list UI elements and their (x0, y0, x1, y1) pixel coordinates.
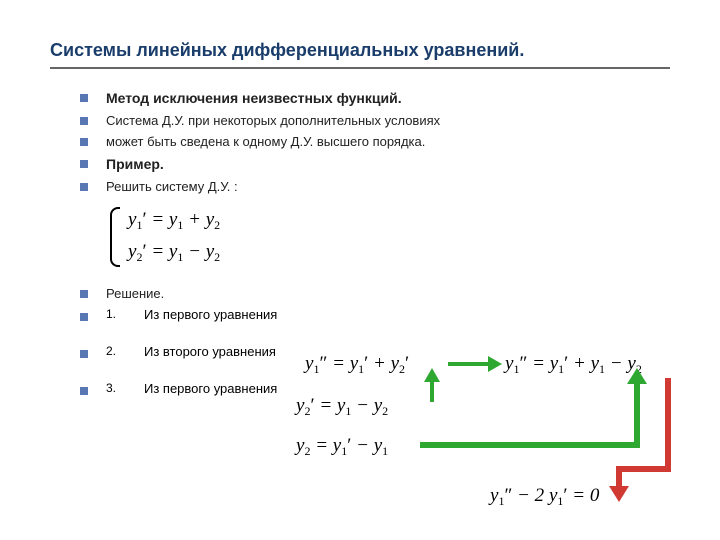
equation: y2 = y1′ − y1 (296, 435, 388, 459)
equation: y1″ = y1′ + y1 − y2 (505, 353, 642, 377)
bullet-icon (80, 94, 88, 102)
bullet-icon (80, 350, 88, 358)
step-number: 2. (106, 344, 124, 358)
arrow-icon (616, 466, 671, 472)
bullet-icon (80, 183, 88, 191)
equation: y1″ = y1′ + y2′ (305, 353, 409, 377)
bullet-item: 3. Из первого уравнения (80, 381, 670, 396)
bullet-item: 1. Из первого уравнения (80, 307, 670, 322)
bullet-icon (80, 138, 88, 146)
bullet-icon (80, 160, 88, 168)
bullet-text: Решение. (106, 285, 164, 303)
slide: Системы линейных дифференциальных уравне… (0, 0, 720, 540)
arrow-icon (430, 380, 434, 402)
bullet-item: может быть сведена к одному Д.У. высшего… (80, 133, 670, 151)
bullet-text: Решить систему Д.У. : (106, 178, 238, 196)
bullet-icon (80, 313, 88, 321)
slide-title: Системы линейных дифференциальных уравне… (50, 40, 670, 69)
bullet-text: Пример. (106, 155, 164, 174)
equation: y2′ = y1 − y2 (128, 241, 220, 265)
bullet-item: Пример. (80, 155, 670, 174)
bullet-icon (80, 117, 88, 125)
bullet-icon (80, 387, 88, 395)
arrow-icon (420, 442, 640, 448)
step-text: Из второго уравнения (144, 344, 276, 359)
bullet-item: Решение. (80, 285, 670, 303)
bullet-text: Метод исключения неизвестных функций. (106, 89, 402, 108)
bullet-text: Система Д.У. при некоторых дополнительны… (106, 112, 440, 130)
equation: y2′ = y1 − y2 (296, 395, 388, 419)
equation-system: y1′ = y1 + y2 y2′ = y1 − y2 (110, 205, 670, 271)
bullet-list: Метод исключения неизвестных функций. Си… (50, 89, 670, 396)
bullet-icon (80, 290, 88, 298)
step-number: 1. (106, 307, 124, 321)
bullet-text: может быть сведена к одному Д.У. высшего… (106, 133, 425, 151)
bullet-item: Система Д.У. при некоторых дополнительны… (80, 112, 670, 130)
equation: y1″ − 2 y1′ = 0 (490, 485, 599, 509)
arrow-icon (448, 362, 490, 366)
arrow-icon (634, 380, 640, 448)
step-text: Из первого уравнения (144, 381, 277, 396)
arrow-icon (609, 486, 629, 502)
bullet-item: Решить систему Д.У. : (80, 178, 670, 196)
arrow-icon (665, 378, 671, 472)
step-number: 3. (106, 381, 124, 395)
bullet-item: Метод исключения неизвестных функций. (80, 89, 670, 108)
equation: y1′ = y1 + y2 (128, 209, 220, 233)
step-text: Из первого уравнения (144, 307, 277, 322)
arrow-icon (627, 368, 647, 384)
